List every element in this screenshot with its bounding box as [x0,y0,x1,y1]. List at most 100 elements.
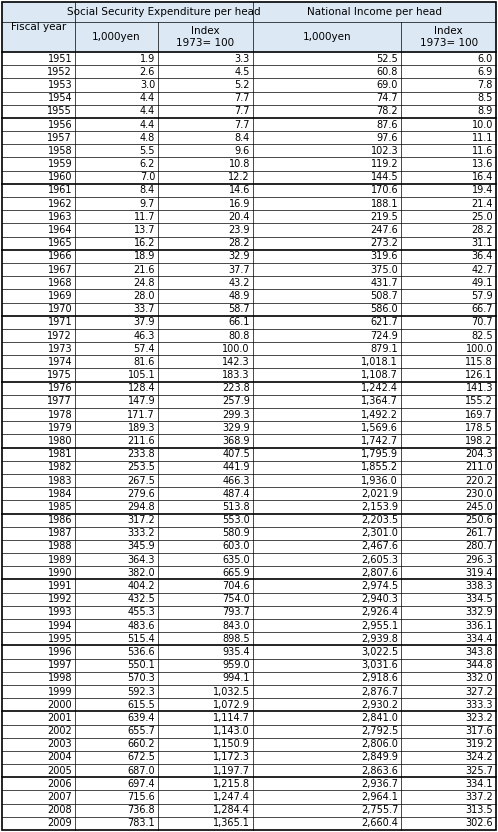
Text: 21.4: 21.4 [472,199,493,209]
Text: 11.7: 11.7 [133,212,155,222]
Text: Fiscal year: Fiscal year [11,22,66,32]
Text: National Income per head: National Income per head [307,7,442,17]
Text: 261.7: 261.7 [465,528,493,538]
Text: Index
1973= 100: Index 1973= 100 [176,26,235,48]
Text: 2,203.5: 2,203.5 [361,515,398,525]
Text: 487.4: 487.4 [222,488,250,498]
Text: 299.3: 299.3 [222,409,250,419]
Text: 432.5: 432.5 [127,594,155,604]
Text: 2,841.0: 2,841.0 [361,713,398,723]
Text: 4.4: 4.4 [140,106,155,116]
Text: 6.2: 6.2 [140,159,155,169]
Text: 333.2: 333.2 [127,528,155,538]
Text: 553.0: 553.0 [222,515,250,525]
Text: 324.2: 324.2 [465,752,493,762]
Text: 592.3: 592.3 [127,686,155,696]
Text: 1,150.9: 1,150.9 [213,740,250,750]
Text: 20.4: 20.4 [229,212,250,222]
Text: 2004: 2004 [47,752,72,762]
Text: 1,242.4: 1,242.4 [361,384,398,394]
Text: 97.6: 97.6 [376,133,398,143]
Text: 1959: 1959 [47,159,72,169]
Text: 74.7: 74.7 [376,93,398,103]
Text: 455.3: 455.3 [127,607,155,617]
Text: 81.6: 81.6 [134,357,155,367]
Text: 3,031.6: 3,031.6 [362,660,398,670]
Text: 1,114.7: 1,114.7 [213,713,250,723]
Text: 58.7: 58.7 [228,305,250,314]
Text: 189.3: 189.3 [127,423,155,433]
Text: 333.3: 333.3 [466,700,493,710]
Text: 1993: 1993 [48,607,72,617]
Text: 5.5: 5.5 [139,146,155,156]
Text: 1.9: 1.9 [140,53,155,63]
Text: 368.9: 368.9 [223,436,250,446]
Text: 1951: 1951 [47,53,72,63]
Text: 257.9: 257.9 [222,396,250,407]
Text: 483.6: 483.6 [127,621,155,631]
Text: 1966: 1966 [48,251,72,261]
Text: 1984: 1984 [48,488,72,498]
Text: 253.5: 253.5 [127,463,155,473]
Text: 155.2: 155.2 [465,396,493,407]
Text: 302.6: 302.6 [465,819,493,829]
Text: 1957: 1957 [47,133,72,143]
Text: 233.8: 233.8 [127,449,155,459]
Text: 655.7: 655.7 [127,726,155,736]
Text: 1967: 1967 [47,265,72,275]
Text: 1981: 1981 [48,449,72,459]
Text: 1990: 1990 [48,568,72,578]
Text: 2006: 2006 [47,779,72,789]
Text: 1988: 1988 [48,542,72,552]
Text: 66.1: 66.1 [229,317,250,327]
Text: 23.9: 23.9 [229,225,250,235]
Text: 9.7: 9.7 [140,199,155,209]
Text: 5.2: 5.2 [235,80,250,90]
Text: 843.0: 843.0 [223,621,250,631]
Text: 736.8: 736.8 [127,805,155,815]
Text: 66.7: 66.7 [472,305,493,314]
Text: 1970: 1970 [47,305,72,314]
Text: 9.6: 9.6 [235,146,250,156]
Text: 2,755.7: 2,755.7 [361,805,398,815]
Text: 2,021.9: 2,021.9 [361,488,398,498]
Text: 36.4: 36.4 [472,251,493,261]
Text: 57.4: 57.4 [133,344,155,354]
Text: 715.6: 715.6 [127,792,155,802]
Text: 10.8: 10.8 [229,159,250,169]
Text: 1976: 1976 [47,384,72,394]
Text: 334.1: 334.1 [466,779,493,789]
Text: 1985: 1985 [47,502,72,512]
Text: 37.7: 37.7 [228,265,250,275]
Text: 327.2: 327.2 [465,686,493,696]
Text: 43.2: 43.2 [229,278,250,288]
Text: 245.0: 245.0 [465,502,493,512]
Text: 28.2: 28.2 [228,238,250,248]
Text: 697.4: 697.4 [127,779,155,789]
Text: 1995: 1995 [47,634,72,644]
Text: 687.0: 687.0 [127,765,155,775]
Text: 223.8: 223.8 [222,384,250,394]
Text: 267.5: 267.5 [127,476,155,486]
Text: 898.5: 898.5 [222,634,250,644]
Text: 783.1: 783.1 [127,819,155,829]
Text: 319.4: 319.4 [466,568,493,578]
Text: 25.0: 25.0 [472,212,493,222]
Text: 16.4: 16.4 [472,172,493,182]
Text: 1973: 1973 [47,344,72,354]
Text: 105.1: 105.1 [127,370,155,380]
Text: 2,660.4: 2,660.4 [361,819,398,829]
Text: 211.6: 211.6 [127,436,155,446]
Text: 80.8: 80.8 [229,330,250,340]
Text: 7.7: 7.7 [235,120,250,130]
Text: 219.5: 219.5 [371,212,398,222]
Text: 1,072.9: 1,072.9 [213,700,250,710]
Text: 12.2: 12.2 [228,172,250,182]
Text: 466.3: 466.3 [223,476,250,486]
Text: 6.9: 6.9 [478,67,493,77]
Text: 1968: 1968 [48,278,72,288]
Text: 7.7: 7.7 [235,93,250,103]
Text: 1,000yen: 1,000yen [303,32,352,42]
Text: 16.9: 16.9 [229,199,250,209]
Text: 334.4: 334.4 [466,634,493,644]
